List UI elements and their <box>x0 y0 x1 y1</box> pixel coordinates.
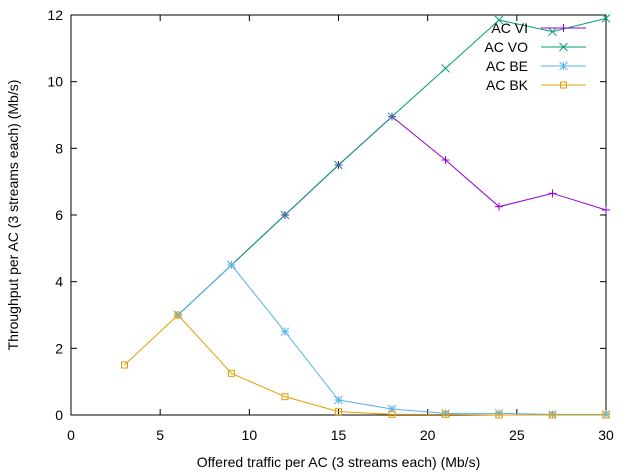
data-point <box>174 311 182 319</box>
data-point <box>494 15 504 25</box>
data-point <box>548 189 557 198</box>
data-point <box>602 206 610 214</box>
y-axis-label: Throughput per AC (3 streams each) (Mb/s… <box>5 80 21 351</box>
data-point <box>441 63 450 73</box>
legend-marker <box>560 81 567 89</box>
y-tick-label: 10 <box>47 74 63 90</box>
y-tick-label: 8 <box>55 140 63 156</box>
plot-frame <box>70 14 607 416</box>
series-ac-be <box>173 260 611 419</box>
series-line <box>177 264 606 415</box>
x-tick-label: 25 <box>509 427 525 443</box>
data-point <box>228 369 235 377</box>
legend-item: AC BK <box>486 77 586 93</box>
data-point <box>549 411 556 419</box>
series-line <box>177 17 607 316</box>
series-ac-vi <box>174 112 610 319</box>
data-point <box>388 410 396 418</box>
legend-label: AC VO <box>484 39 528 55</box>
y-axis-ticks: 0 2 4 6 8 10 12 <box>47 7 606 423</box>
y-tick-label: 12 <box>47 7 63 23</box>
x-tick-label: 0 <box>67 427 75 443</box>
series-layer <box>121 13 611 419</box>
legend-label: AC BK <box>486 77 529 93</box>
x-tick-label: 20 <box>420 427 436 443</box>
data-point <box>441 156 450 164</box>
y-tick-label: 0 <box>55 407 63 423</box>
data-point <box>121 361 128 369</box>
y-tick-label: 2 <box>55 340 63 356</box>
x-tick-label: 5 <box>156 427 164 443</box>
data-point <box>280 210 290 220</box>
data-point <box>387 112 397 122</box>
data-point <box>442 410 449 418</box>
x-tick-label: 10 <box>242 427 258 443</box>
legend-marker <box>559 61 568 71</box>
series-ac-vo <box>173 13 611 320</box>
legend-marker <box>559 42 568 52</box>
y-tick-label: 6 <box>55 207 63 223</box>
y-tick-label: 4 <box>55 274 63 290</box>
data-point <box>334 395 343 405</box>
x-axis-ticks: 0 5 10 15 20 25 30 <box>67 15 614 443</box>
data-point <box>602 411 610 419</box>
data-point <box>495 411 503 419</box>
data-point <box>227 260 236 270</box>
series-line <box>124 314 606 416</box>
data-point <box>334 160 343 170</box>
legend-item: AC VI <box>491 20 586 36</box>
legend-label: AC VI <box>491 20 528 36</box>
legend-marker <box>559 24 568 32</box>
x-tick-label: 30 <box>598 427 614 443</box>
x-tick-label: 15 <box>331 427 347 443</box>
data-point <box>335 408 342 416</box>
data-point <box>281 393 289 401</box>
series-ac-bk <box>121 311 610 419</box>
legend-item: AC BE <box>486 58 586 74</box>
data-point <box>548 27 557 37</box>
data-point <box>601 13 611 23</box>
series-line <box>177 116 607 316</box>
x-axis-label: Offered traffic per AC (3 streams each) … <box>197 454 480 470</box>
legend-label: AC BE <box>486 58 528 74</box>
legend: AC VI AC VO AC BE AC BK <box>484 20 586 93</box>
data-point <box>495 202 503 211</box>
legend-item: AC VO <box>484 39 586 55</box>
data-point <box>280 327 290 337</box>
